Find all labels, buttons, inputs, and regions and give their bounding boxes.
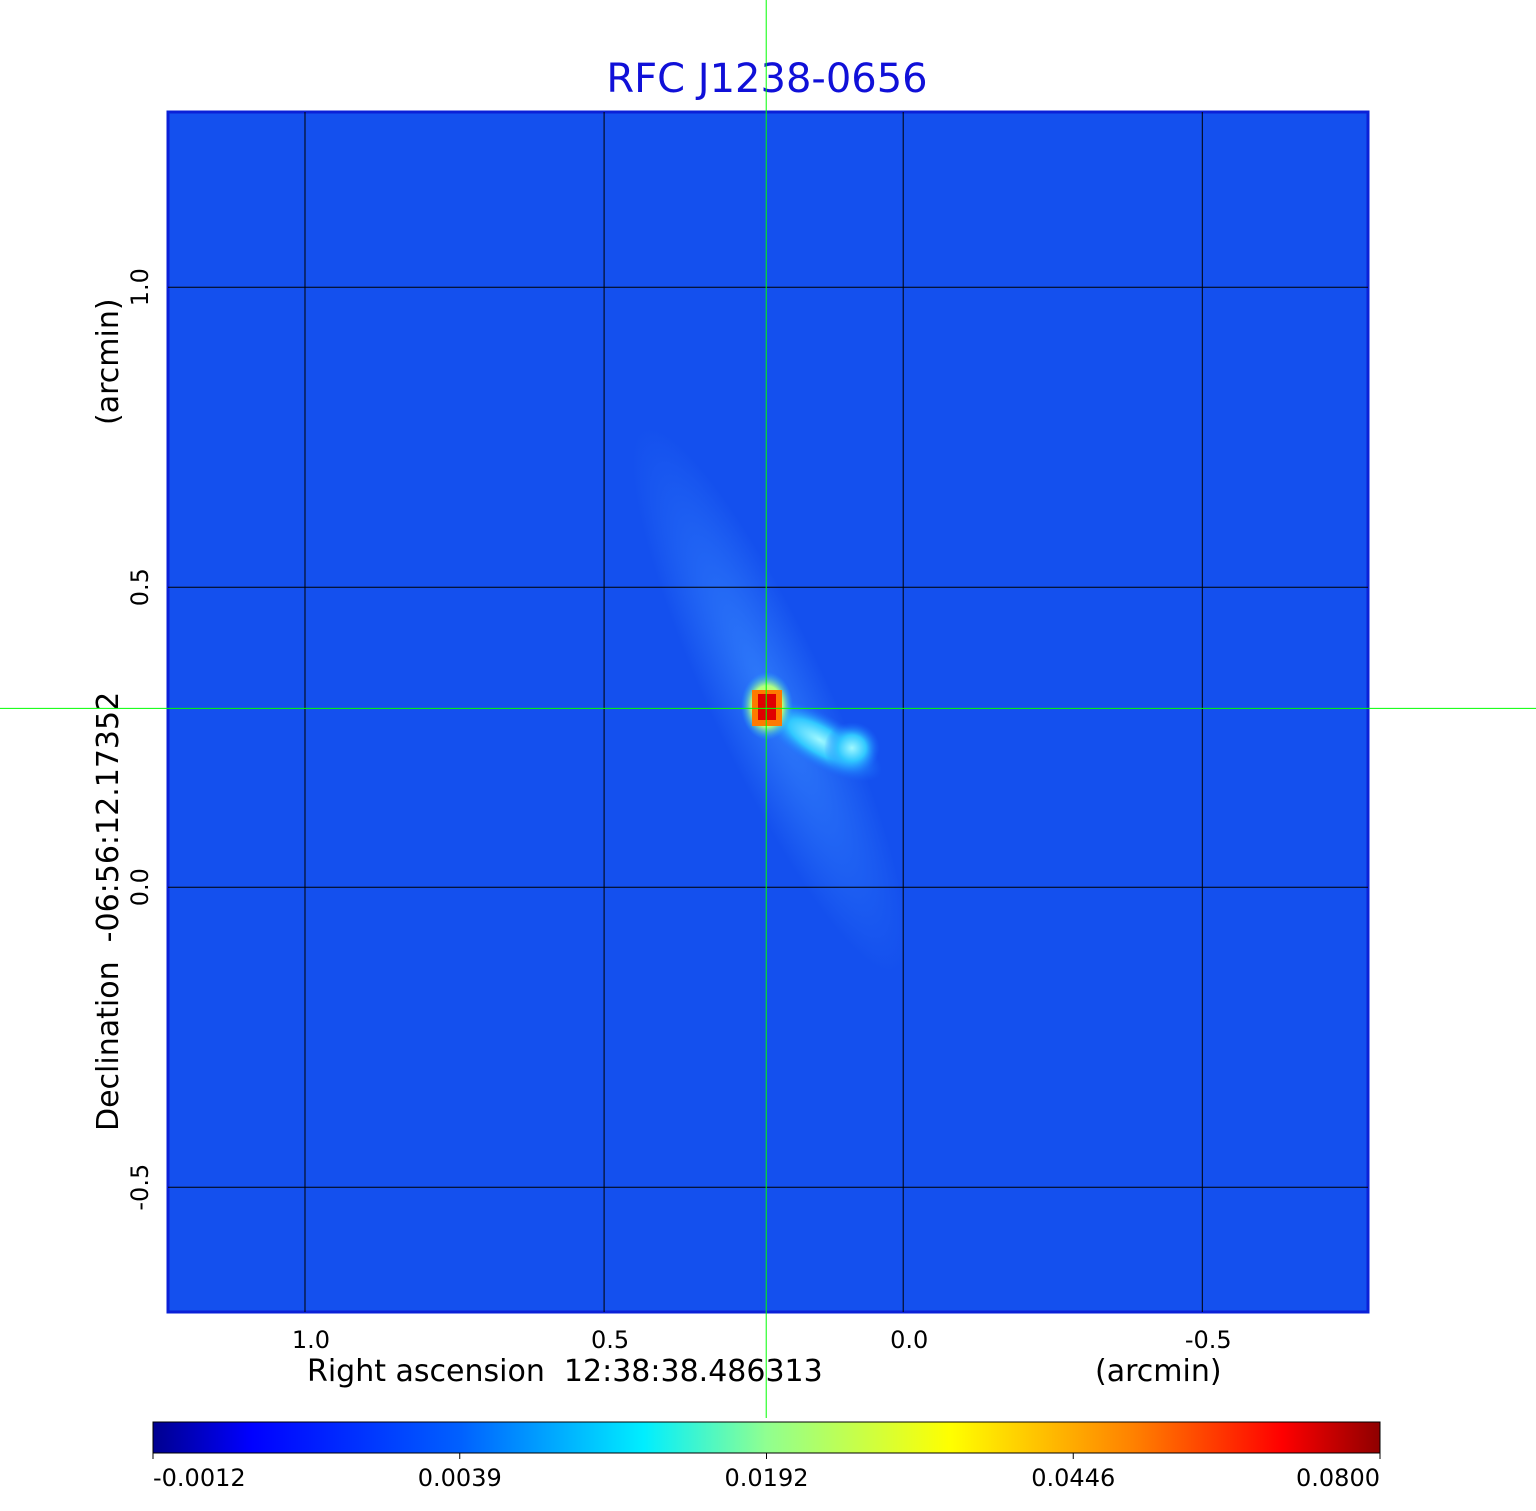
x-tick-label: 0.5 (591, 1326, 629, 1354)
x-axis-label: Right ascension 12:38:38.486313 (307, 1354, 823, 1389)
x-tick-label: 0.0 (890, 1326, 928, 1354)
radio-image (166, 110, 1370, 1314)
jet-knot (824, 722, 880, 774)
y-axis-label: Declination -06:56:12.17352 (91, 692, 126, 1131)
x-tick-label: 1.0 (292, 1326, 330, 1354)
colorbar-tick-label: 0.0192 (725, 1464, 809, 1492)
colorbar-tick-label: -0.0012 (153, 1464, 246, 1492)
x-axis-unit: (arcmin) (1095, 1354, 1222, 1389)
y-tick-label: 0.0 (126, 868, 154, 906)
grid-layer (168, 112, 1368, 1312)
y-axis-unit: (arcmin) (91, 298, 126, 425)
core-peak (758, 694, 776, 720)
colorbar (152, 1421, 1381, 1454)
y-tick-label: 0.5 (126, 568, 154, 606)
colorbar-tick-label: 0.0039 (418, 1464, 502, 1492)
x-tick-label: -0.5 (1185, 1326, 1232, 1354)
colorbar-tick-label: 0.0446 (1031, 1464, 1115, 1492)
colorbar-tick-label: 0.0800 (1296, 1464, 1380, 1492)
y-tick-label: -0.5 (126, 1164, 154, 1211)
y-tick-label: 1.0 (126, 268, 154, 306)
chart-title: RFC J1238-0656 (606, 56, 927, 102)
